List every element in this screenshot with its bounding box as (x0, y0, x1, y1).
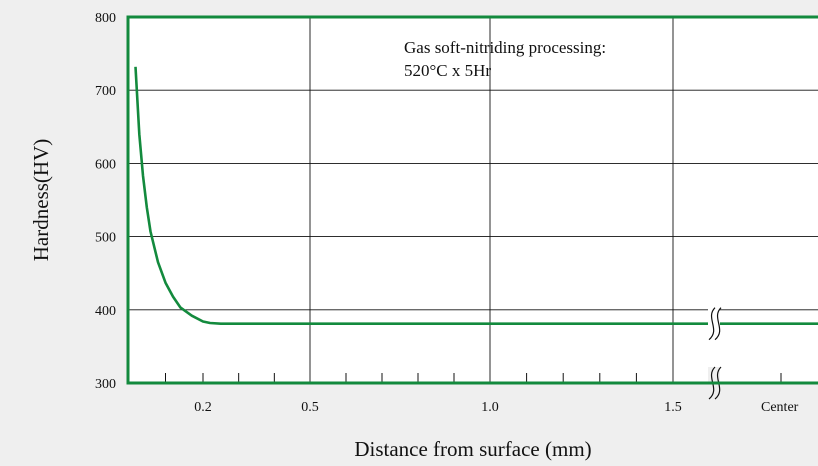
y-tick-label: 600 (95, 157, 116, 172)
annotation-line-1: Gas soft-nitriding processing: (404, 38, 606, 57)
x-tick-label: 0.5 (301, 400, 319, 415)
plot-frame (126, 15, 818, 385)
series-group (134, 66, 818, 325)
x-tick-label: Center (761, 400, 799, 415)
grid-lines (128, 17, 818, 383)
plot-background (128, 17, 818, 383)
break-squiggle (708, 307, 716, 341)
y-tick-label: 400 (95, 304, 116, 319)
annotation-line-2: 520°C x 5Hr (404, 61, 491, 80)
frame-border (126, 15, 818, 385)
axis-break-marks (708, 307, 722, 400)
x-axis-label: Distance from surface (mm) (354, 437, 591, 461)
y-axis-label: Hardness(HV) (29, 139, 53, 261)
y-tick-labels: 300 400 500 600 700 800 (95, 11, 116, 392)
x-tick-label: 1.5 (664, 400, 682, 415)
y-tick-label: 500 (95, 231, 116, 246)
y-tick-label: 800 (95, 11, 116, 26)
x-tick-labels: 0.2 0.5 1.0 1.5 Center (194, 400, 798, 415)
series-line-0 (134, 66, 818, 325)
y-tick-label: 300 (95, 377, 116, 392)
minor-ticks (165, 373, 782, 383)
x-tick-label: 1.0 (481, 400, 499, 415)
y-tick-label: 700 (95, 84, 116, 99)
break-squiggle (714, 307, 722, 341)
x-tick-label: 0.2 (194, 400, 212, 415)
